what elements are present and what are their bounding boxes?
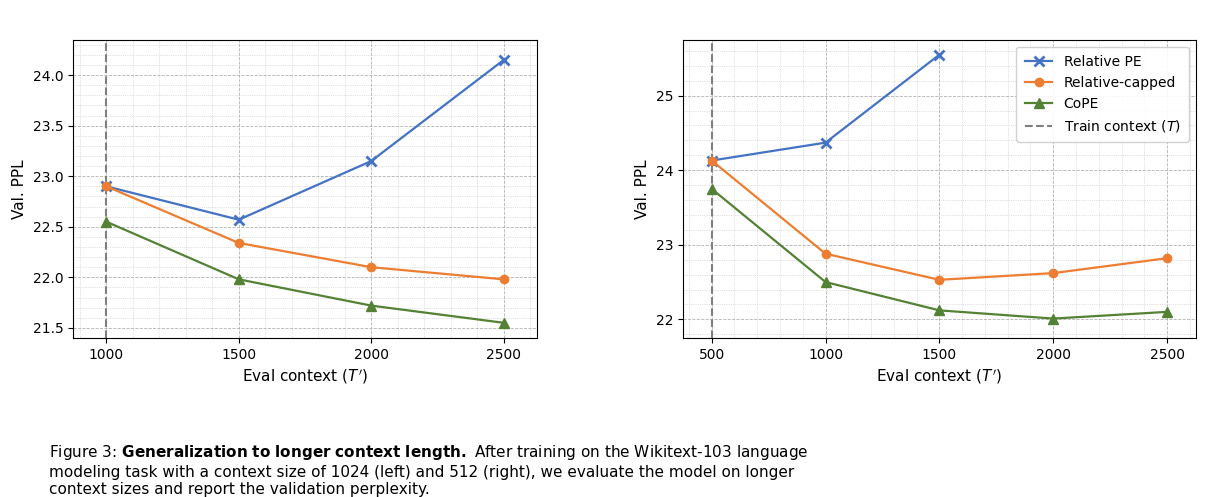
Relative PE — [932, 52, 947, 58]
X-axis label: Eval context ($T'$): Eval context ($T'$) — [242, 367, 368, 386]
CoPE — [1160, 309, 1175, 315]
Line: Relative-capped: Relative-capped — [708, 157, 1171, 284]
CoPE — [1046, 316, 1060, 322]
Relative-capped — [1046, 270, 1060, 276]
Legend: Relative PE, Relative-capped, CoPE, Train context ($T$): Relative PE, Relative-capped, CoPE, Trai… — [1016, 47, 1188, 142]
Relative-capped — [932, 277, 947, 283]
Line: Relative PE: Relative PE — [706, 50, 944, 166]
Relative PE — [704, 158, 719, 164]
Text: Figure 3: $\mathbf{Generalization\ to\ longer\ context\ length.}$ After training: Figure 3: $\mathbf{Generalization\ to\ l… — [49, 443, 808, 497]
CoPE — [704, 186, 719, 192]
CoPE — [819, 279, 833, 285]
CoPE — [932, 307, 947, 314]
Relative-capped — [819, 251, 833, 257]
Relative PE — [819, 140, 833, 146]
Relative-capped — [1160, 255, 1175, 261]
Relative-capped — [704, 158, 719, 164]
X-axis label: Eval context ($T'$): Eval context ($T'$) — [876, 367, 1003, 386]
Y-axis label: Val. PPL: Val. PPL — [12, 159, 27, 219]
Line: CoPE: CoPE — [706, 184, 1172, 324]
Y-axis label: Val. PPL: Val. PPL — [636, 159, 650, 219]
